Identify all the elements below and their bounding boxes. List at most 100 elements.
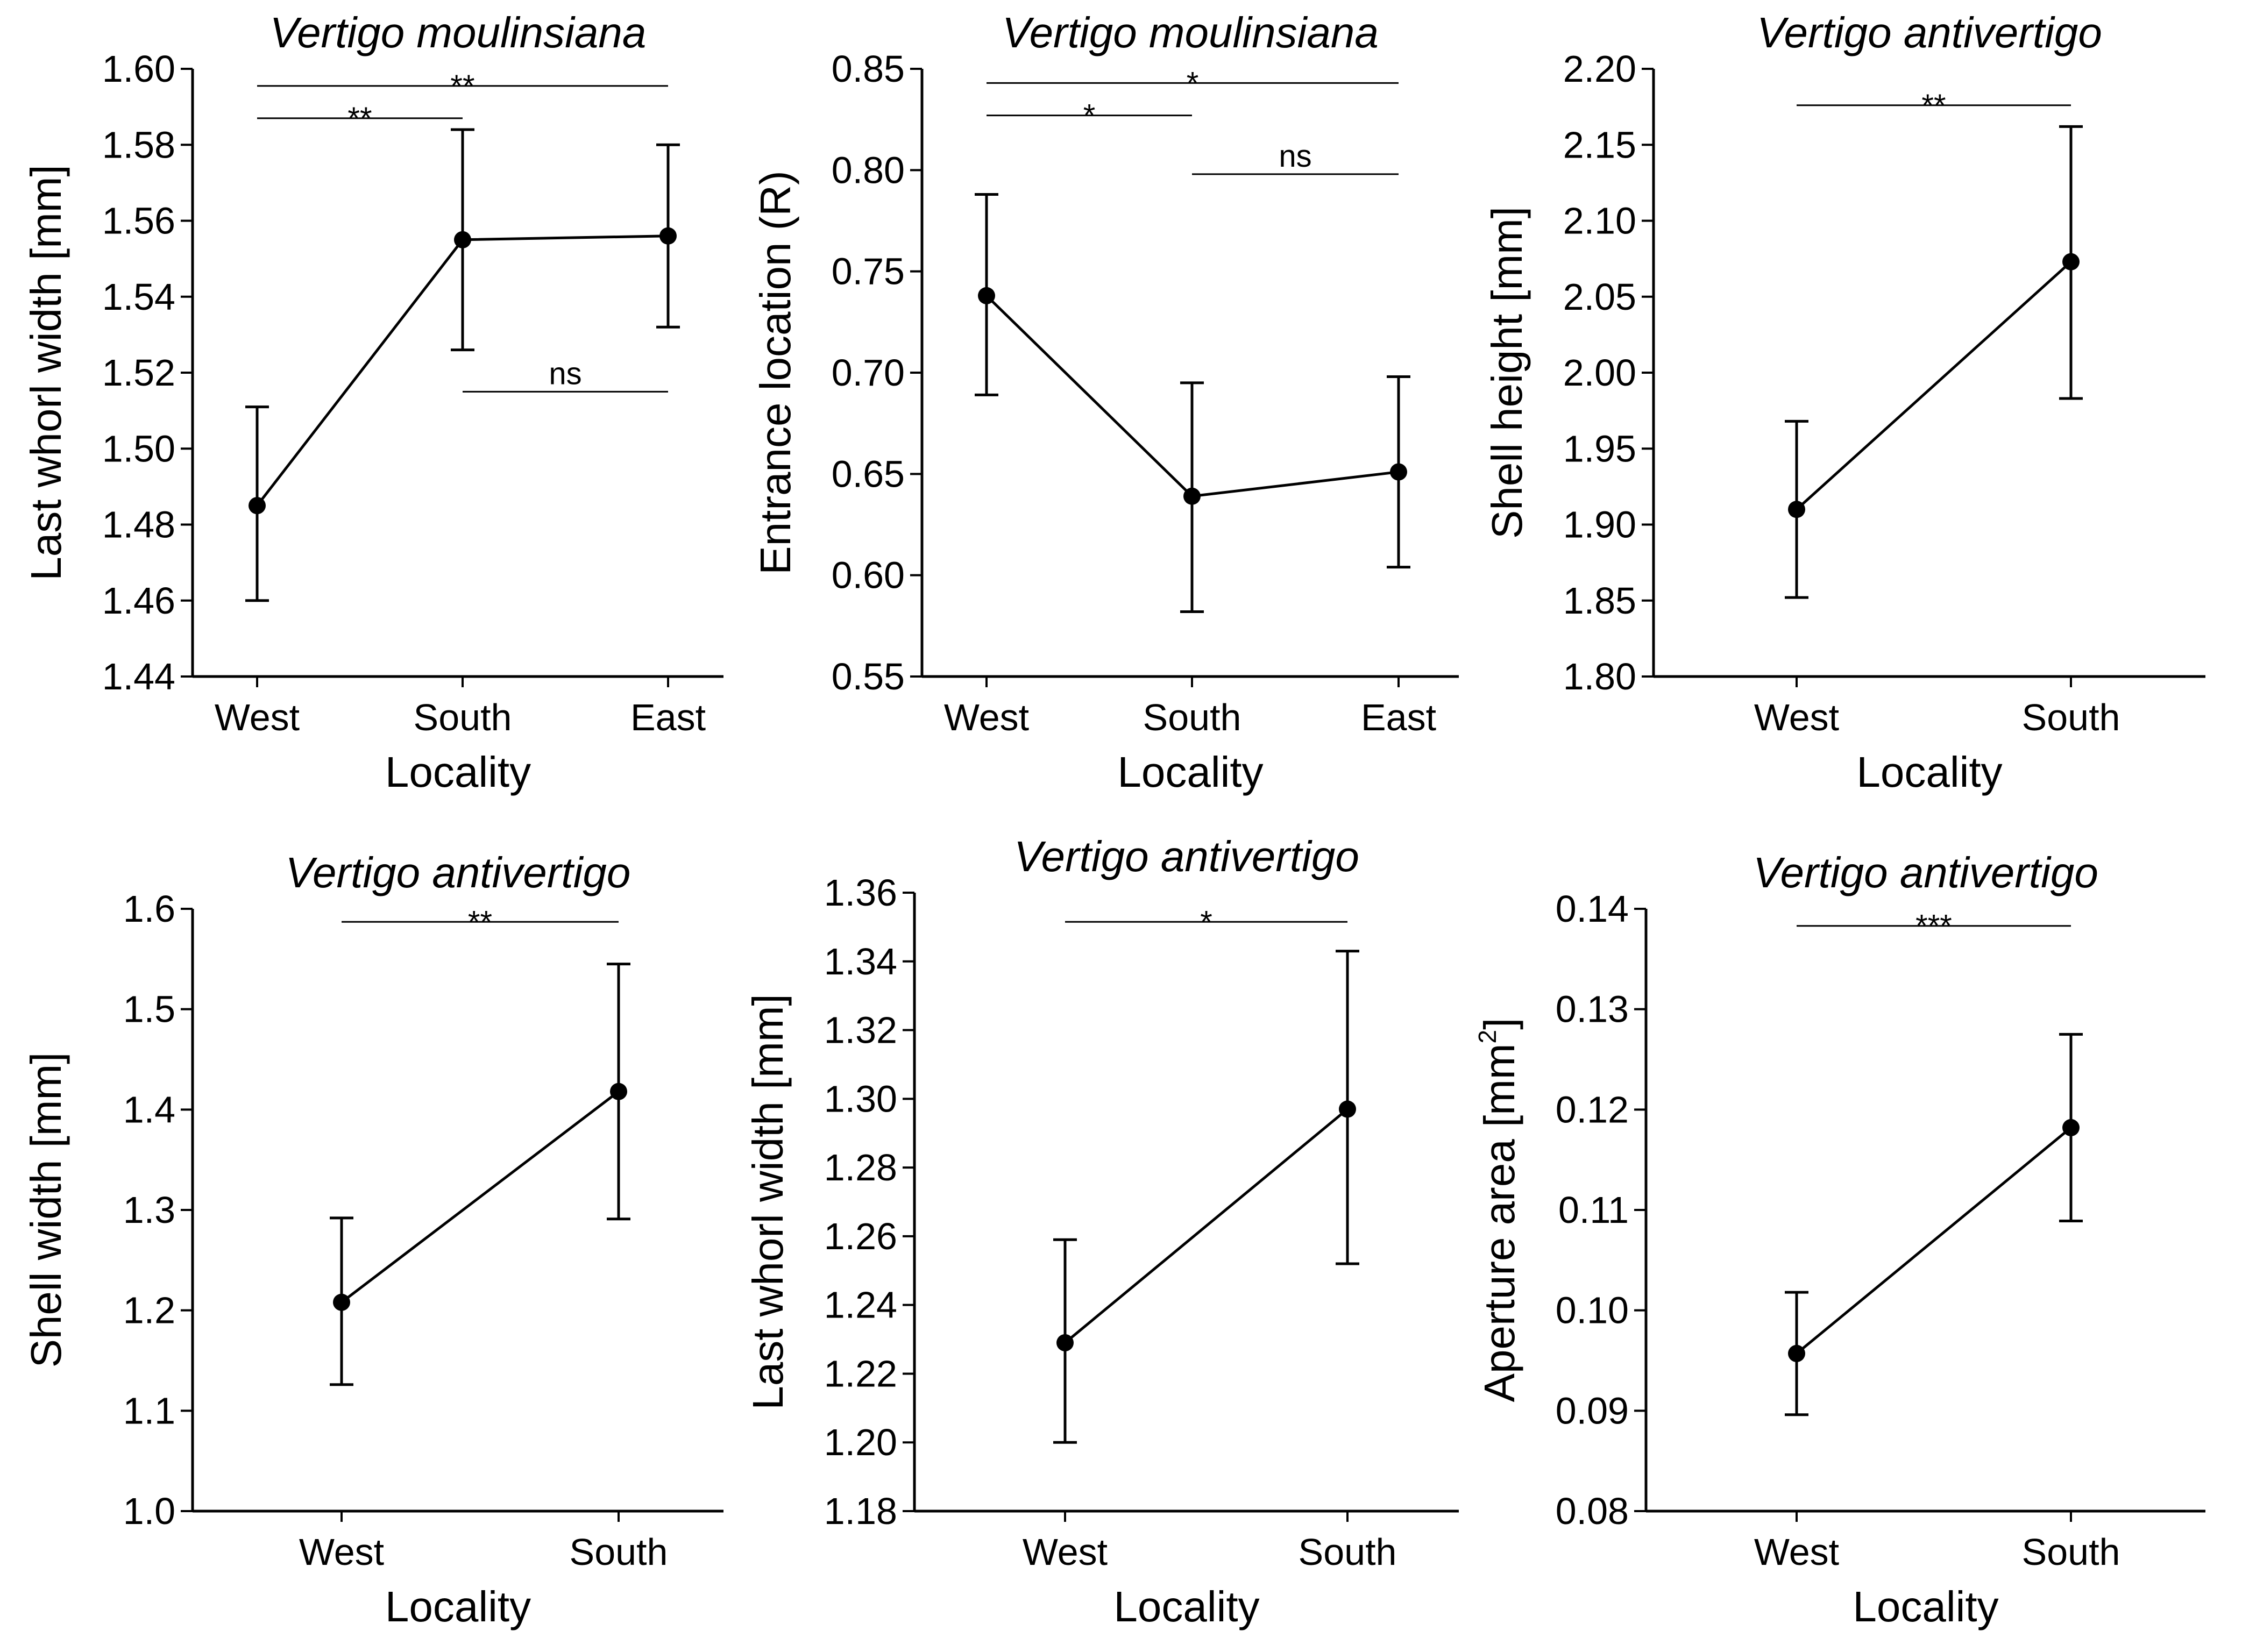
series-line — [1796, 1127, 2072, 1355]
y-tick-label: 2.20 — [1563, 48, 1636, 90]
y-tick-label: 1.34 — [824, 941, 897, 982]
chart-title: Vertigo antivertigo — [1753, 849, 2098, 896]
y-axis-label: Shell height [mm] — [1483, 206, 1531, 539]
y-tick-label: 1.5 — [123, 988, 175, 1030]
significance-label: ns — [549, 356, 581, 391]
y-tick-label: 1.26 — [824, 1215, 897, 1257]
y-tick-label: 1.44 — [102, 656, 175, 697]
x-tick-label-south: South — [2022, 696, 2120, 738]
significance-label: * — [1187, 66, 1199, 101]
y-axis-label: Entrance location (R) — [751, 170, 799, 574]
x-tick-label-south: South — [1299, 1531, 1397, 1573]
y-tick-label: 2.15 — [1563, 124, 1636, 166]
y-tick-label: 0.55 — [832, 656, 905, 697]
series-line — [1064, 1108, 1349, 1344]
chart-panel-4: 1.0 1.1 1.2 1.3 1.4 1.5 1.6 West South Vertigo an… — [22, 849, 723, 1630]
y-tick-label: 0.60 — [832, 554, 905, 596]
y-tick-label: 0.08 — [1556, 1490, 1629, 1532]
y-axis-label-text: Last whorl width [mm] — [22, 165, 70, 581]
data-point — [249, 497, 266, 515]
significance-label: ** — [347, 101, 372, 136]
x-tick-label-west: West — [1754, 696, 1839, 738]
chart-panel-6: 0.08 0.09 0.10 0.11 0.12 0.13 0.14 West South Ver… — [1473, 849, 2205, 1630]
y-axis-label-end: ] — [1475, 1018, 1523, 1030]
y-tick-label: 1.18 — [824, 1490, 897, 1532]
y-axis-label-text: Aperture area [mm — [1475, 1043, 1523, 1402]
x-tick-label-south: South — [2022, 1531, 2120, 1573]
y-tick-label: 1.90 — [1563, 504, 1636, 546]
y-tick-label: 2.10 — [1563, 200, 1636, 242]
y-tick-label: 0.85 — [832, 48, 905, 90]
y-tick-label: 1.36 — [824, 872, 897, 914]
y-tick-label: 1.32 — [824, 1009, 897, 1051]
y-tick-label: 1.20 — [824, 1421, 897, 1463]
data-point — [2062, 1119, 2080, 1136]
y-tick-label: 1.4 — [123, 1088, 175, 1130]
chart-title: Vertigo moulinsiana — [1002, 9, 1379, 56]
data-point — [659, 227, 677, 245]
y-tick-label: 1.46 — [102, 580, 175, 622]
y-axis-label-text: Last whorl width [mm] — [744, 994, 792, 1410]
y-tick-label: 1.3 — [123, 1189, 175, 1231]
y-tick-label: 1.80 — [1563, 656, 1636, 697]
chart-title: Vertigo antivertigo — [1014, 832, 1359, 880]
y-tick-label: 1.30 — [824, 1078, 897, 1120]
significance-label: * — [1200, 905, 1212, 939]
significance-label: *** — [1915, 909, 1952, 944]
x-axis-label: Locality — [1117, 748, 1263, 796]
significance-label: ** — [1921, 88, 1946, 123]
series-line — [1796, 260, 2072, 511]
chart-title: Vertigo antivertigo — [286, 849, 631, 896]
x-tick-label-west: West — [944, 696, 1029, 738]
data-point — [2062, 253, 2080, 270]
data-point — [1390, 463, 1407, 481]
y-axis-label-superscript: 2 — [1473, 1030, 1501, 1044]
y-tick-label: 1.22 — [824, 1352, 897, 1394]
data-point — [1183, 487, 1201, 505]
x-axis-label: Locality — [1113, 1583, 1259, 1630]
chart-panel-5: 1.18 1.20 1.22 1.24 1.26 1.28 1.30 1.32 1.34 1.36… — [744, 832, 1459, 1630]
x-tick-label-west: West — [215, 696, 300, 738]
data-point — [333, 1293, 350, 1311]
x-axis-label: Locality — [1853, 1583, 1998, 1630]
x-tick-label-south: South — [414, 696, 512, 738]
chart-title: Vertigo moulinsiana — [270, 9, 647, 56]
y-tick-label: 1.24 — [824, 1284, 897, 1326]
y-tick-label: 0.80 — [832, 149, 905, 191]
x-tick-label-west: West — [299, 1531, 384, 1573]
chart-panel-2: 0.55 0.60 0.65 0.70 0.75 0.80 0.85 West South Eas… — [751, 9, 1459, 796]
y-axis-label: Aperture area [mm2] — [1473, 1018, 1523, 1402]
y-tick-label: 1.52 — [102, 352, 175, 394]
y-tick-label: 1.28 — [824, 1147, 897, 1188]
y-tick-label: 1.95 — [1563, 428, 1636, 469]
y-tick-label: 1.56 — [102, 200, 175, 242]
significance-label: ** — [450, 69, 474, 104]
y-tick-label: 1.48 — [102, 504, 175, 546]
y-tick-label: 0.12 — [1556, 1088, 1629, 1130]
significance-label: * — [1083, 98, 1096, 133]
data-point — [454, 231, 471, 248]
x-axis-label: Locality — [1856, 748, 2002, 796]
data-point — [1788, 1344, 1805, 1362]
y-tick-label: 0.09 — [1556, 1390, 1629, 1432]
y-axis-label: Last whorl width [mm] — [744, 994, 792, 1410]
y-tick-label: 1.2 — [123, 1290, 175, 1331]
y-tick-label: 0.13 — [1556, 988, 1629, 1030]
x-axis-label: Locality — [385, 748, 531, 796]
y-axis-label-text: Entrance location (R) — [751, 170, 799, 574]
data-point — [610, 1083, 627, 1100]
y-tick-label: 2.05 — [1563, 276, 1636, 318]
data-point — [978, 287, 995, 304]
significance-label: ns — [1279, 139, 1311, 174]
x-axis-label: Locality — [385, 1583, 531, 1630]
y-tick-label: 0.70 — [832, 352, 905, 394]
chart-panel-3: 1.80 1.85 1.90 1.95 2.00 2.05 2.10 2.15 2.20 West… — [1483, 9, 2205, 796]
y-tick-label: 1.54 — [102, 276, 175, 318]
y-axis-label-text: Shell width [mm] — [22, 1052, 70, 1368]
y-tick-label: 0.10 — [1556, 1290, 1629, 1331]
x-tick-label-east: East — [1361, 696, 1436, 738]
significance-label: ** — [468, 905, 492, 939]
x-tick-label-south: South — [570, 1531, 668, 1573]
data-point — [1788, 501, 1805, 518]
